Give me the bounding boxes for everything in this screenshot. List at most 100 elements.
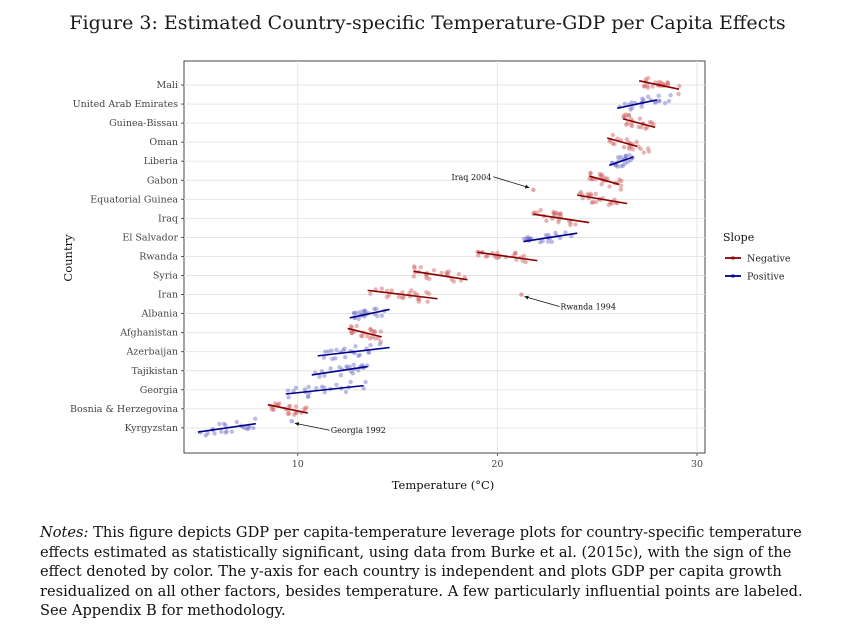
data-point: [676, 91, 681, 97]
data-point: [439, 270, 444, 276]
data-point: [556, 220, 561, 225]
grid-lines: [184, 61, 705, 453]
data-point: [363, 308, 368, 313]
data-point: [219, 429, 224, 434]
data-point: [287, 404, 292, 409]
data-point: [417, 296, 422, 302]
data-point: [287, 411, 292, 416]
data-point: [351, 362, 356, 367]
annotation-arrow-line: [524, 296, 560, 307]
y-tick-label: Afghanistan: [119, 328, 178, 339]
data-point: [217, 421, 222, 427]
data-point: [627, 146, 632, 152]
data-point: [642, 83, 647, 89]
data-point: [651, 122, 656, 127]
data-point: [494, 255, 499, 261]
data-point: [621, 145, 627, 150]
data-point: [444, 271, 450, 277]
data-point: [245, 426, 250, 432]
data-point: [353, 344, 358, 349]
data-point: [593, 191, 598, 197]
data-point: [377, 342, 383, 347]
y-tick-label: Liberia: [144, 156, 179, 167]
data-point: [598, 174, 603, 179]
data-point: [620, 163, 626, 168]
data-point: [333, 356, 338, 361]
y-tick-label: Equatorial Guinea: [90, 194, 178, 205]
data-point: [329, 348, 334, 353]
y-tick-label: Bosnia & Herzegovina: [70, 404, 178, 415]
data-point: [342, 346, 347, 351]
y-axis: Mali United Arab Emirates Guinea-Bissau Oma…: [70, 80, 184, 434]
data-point: [330, 356, 335, 362]
data-point: [629, 100, 635, 105]
data-point: [272, 401, 278, 406]
data-point: [546, 232, 551, 238]
data-point: [656, 93, 661, 98]
data-point: [348, 379, 353, 385]
data-point: [552, 210, 558, 216]
data-point: [623, 153, 629, 159]
annotation-arrowhead: [294, 422, 300, 426]
data-point: [630, 105, 635, 111]
data-point: [375, 313, 380, 319]
data-point: [610, 132, 615, 138]
data-point: [628, 107, 633, 112]
data-point: [551, 209, 556, 215]
data-point: [376, 336, 381, 341]
data-point: [356, 368, 361, 373]
data-point: [379, 286, 384, 291]
data-point: [558, 211, 563, 217]
data-point: [424, 275, 429, 281]
data-point: [639, 104, 644, 109]
data-point: [556, 212, 561, 218]
data-point: [558, 211, 563, 216]
data-point: [412, 290, 417, 296]
data-point: [322, 373, 327, 378]
data-point: [593, 199, 599, 205]
fit-line: [523, 232, 578, 243]
data-point: [314, 386, 319, 391]
data-point: [513, 250, 518, 256]
data-point: [368, 326, 373, 332]
data-point: [361, 308, 367, 313]
data-point: [622, 161, 628, 166]
x-tick-label: 30: [691, 459, 703, 470]
data-point: [269, 407, 275, 412]
data-point: [358, 333, 364, 338]
y-tick-label: El Salvador: [122, 232, 178, 243]
data-point: [221, 421, 227, 426]
data-point: [319, 369, 325, 374]
data-point: [623, 153, 628, 159]
legend-swatch-point: [731, 274, 735, 278]
fit-line: [267, 403, 308, 414]
data-point: [341, 348, 346, 353]
data-point: [656, 98, 662, 104]
data-point: [456, 271, 462, 277]
data-point: [607, 184, 612, 189]
data-point: [205, 431, 210, 436]
data-point: [242, 425, 248, 431]
data-point: [624, 122, 629, 128]
data-point: [618, 154, 623, 160]
data-point: [476, 253, 481, 258]
data-point: [588, 171, 593, 176]
data-point: [224, 429, 229, 434]
data-point: [540, 238, 545, 244]
data-point: [544, 218, 549, 223]
data-point: [343, 354, 348, 360]
outlier-point: [289, 419, 294, 424]
data-point: [386, 292, 392, 298]
data-point: [348, 369, 354, 374]
data-point: [609, 201, 615, 206]
data-point: [524, 236, 529, 241]
data-point: [568, 222, 573, 228]
data-point: [368, 327, 373, 333]
data-point: [612, 142, 617, 147]
data-point: [363, 379, 368, 385]
data-point: [626, 144, 632, 149]
data-point: [372, 336, 378, 341]
data-point: [606, 202, 611, 208]
x-axis-title: Temperature (°C): [392, 478, 495, 492]
data-point: [203, 433, 208, 438]
